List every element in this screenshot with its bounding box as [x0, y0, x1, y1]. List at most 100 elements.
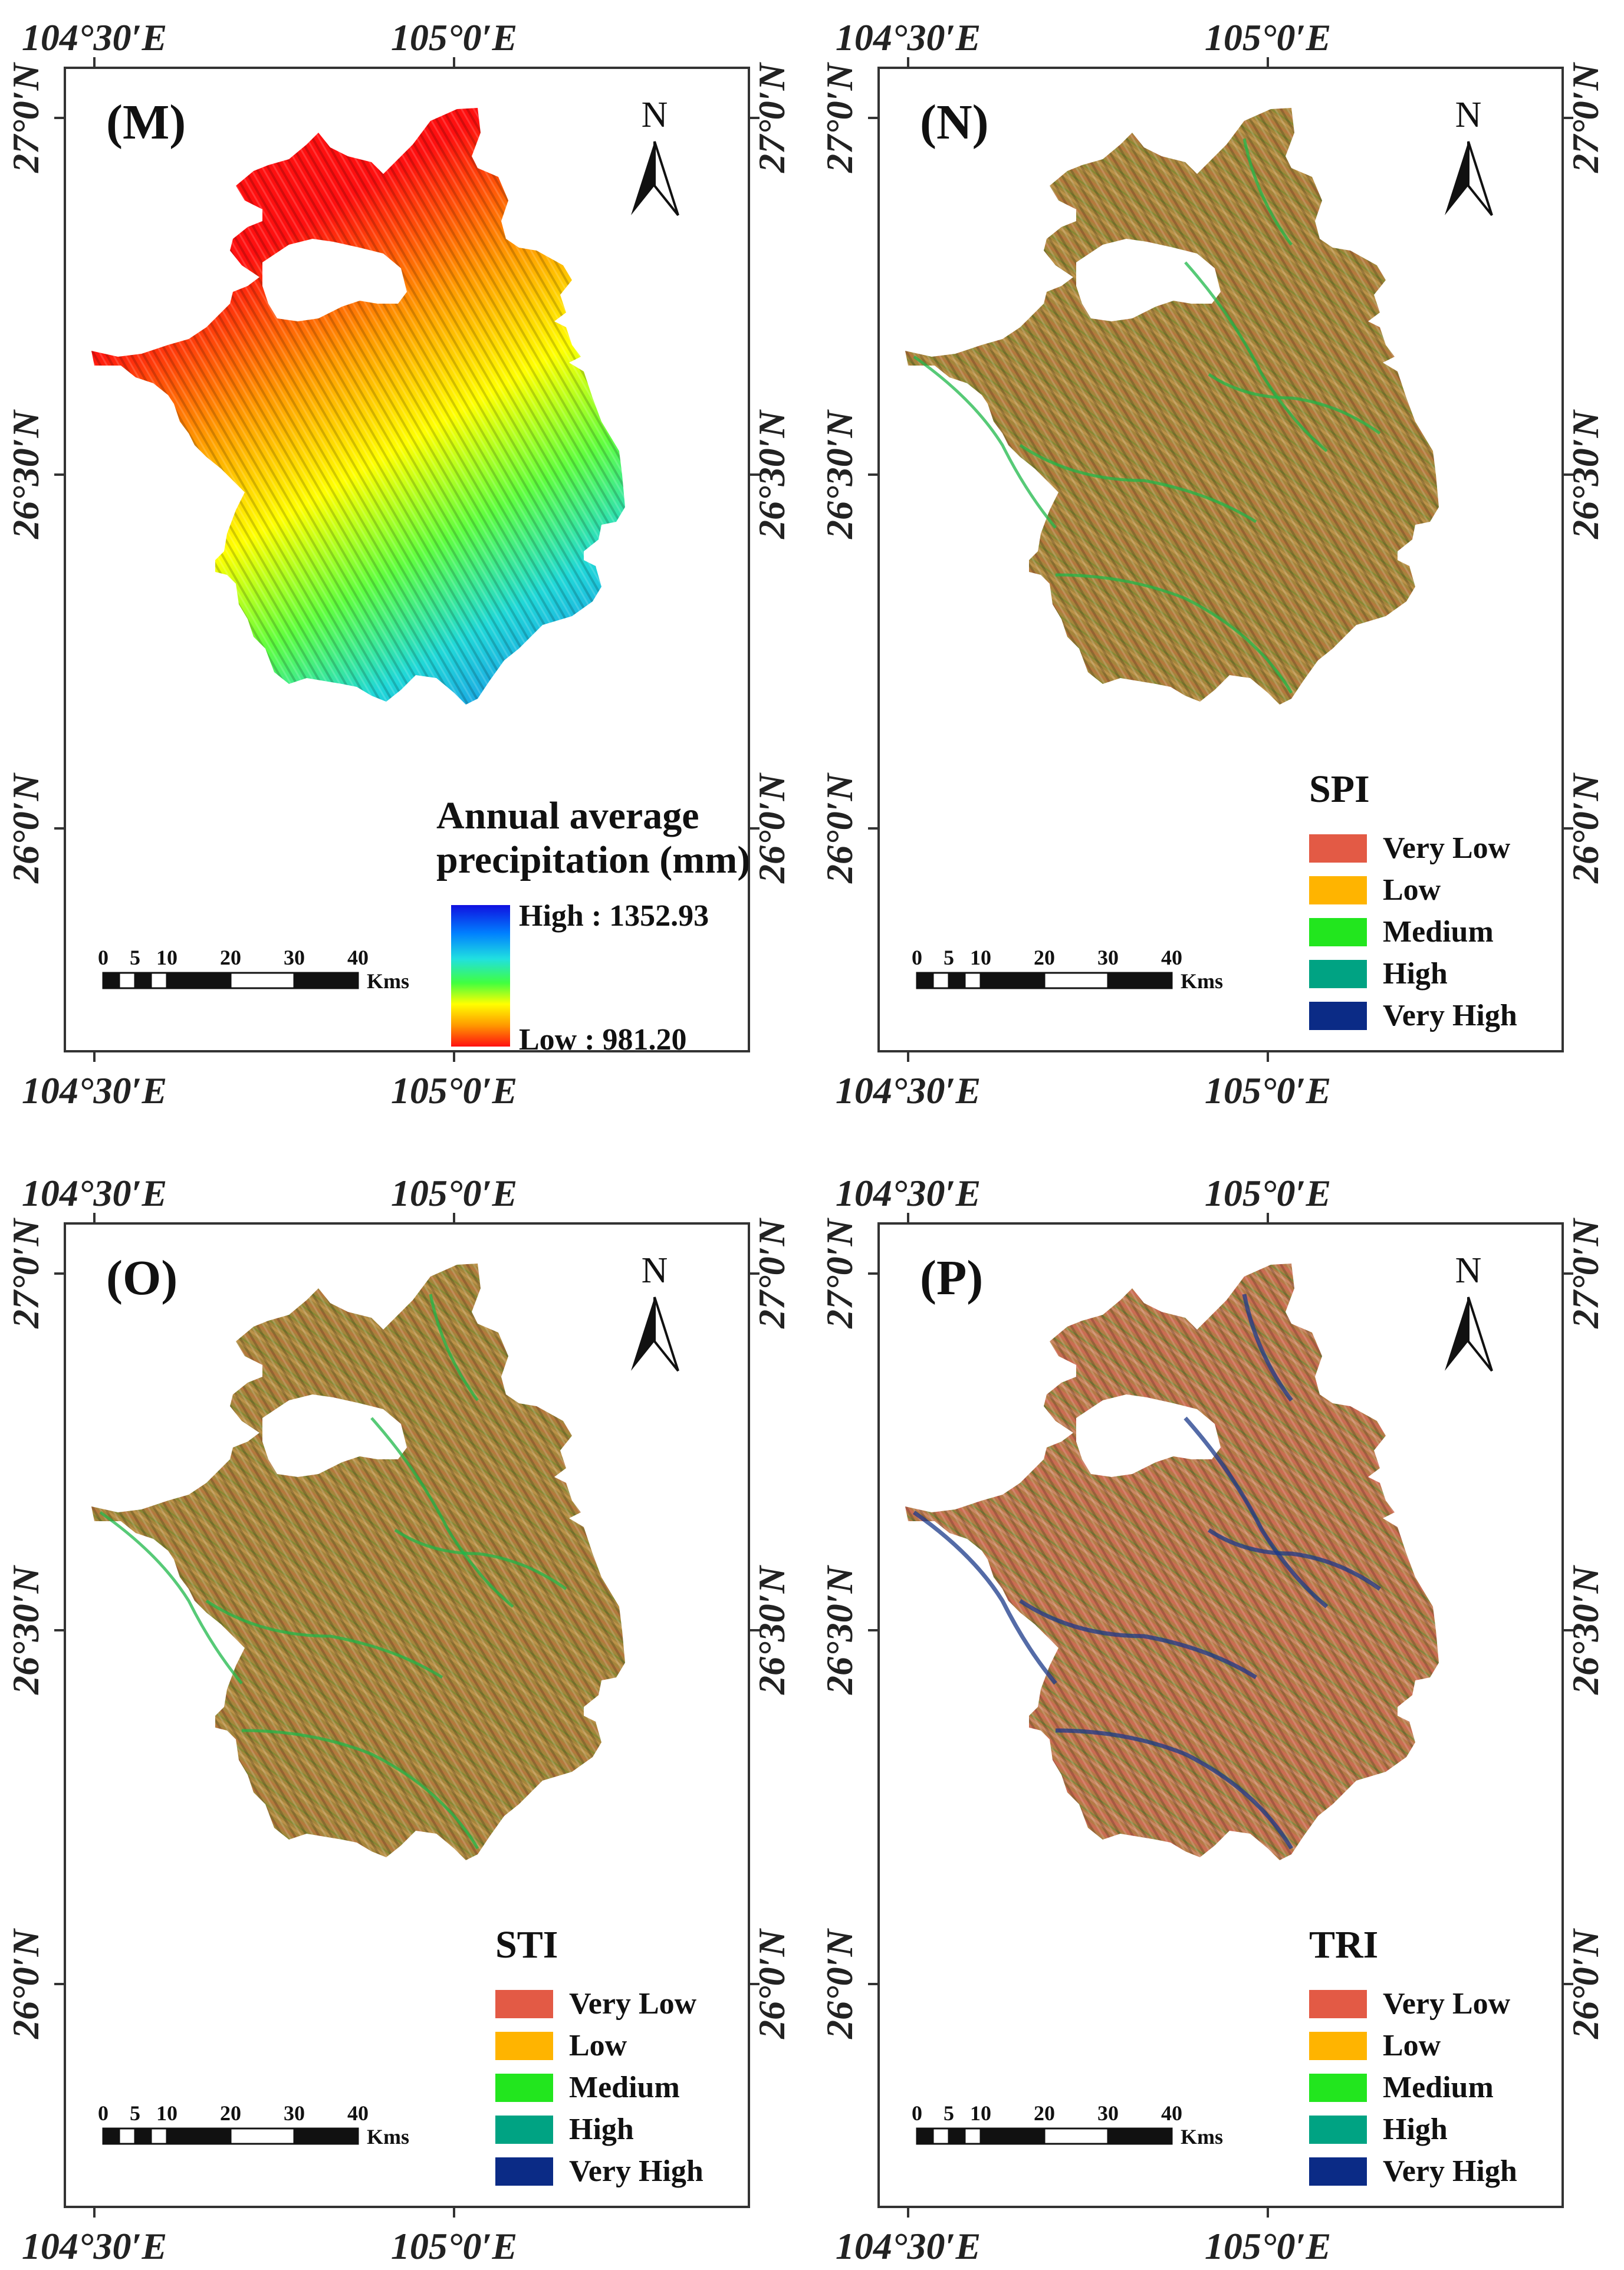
scale-segment	[102, 972, 120, 989]
lat-label-right: 27°0′N	[1564, 61, 1606, 173]
scale-segment	[118, 972, 136, 989]
study-area	[91, 1264, 625, 1860]
north-arrow-left	[1445, 1297, 1468, 1371]
lon-label-bottom: 104°30′E	[836, 1070, 981, 1111]
lon-label-top: 105°0′E	[391, 1172, 517, 1214]
lat-label-right: 26°30′N	[751, 1564, 793, 1695]
lon-label-top: 104°30′E	[22, 1172, 167, 1214]
scale-tick-label: 40	[1161, 946, 1182, 969]
lat-label-right: 26°0′N	[751, 772, 793, 884]
legend-class-label: Very High	[1383, 999, 1517, 1032]
legend-title-line1: Annual average	[436, 794, 699, 837]
drainage-line	[1019, 443, 1257, 524]
north-arrow-right	[653, 1297, 679, 1372]
scale-tick-label: 0	[98, 2101, 109, 2125]
drainage-line	[370, 1417, 514, 1608]
scale-segment	[916, 972, 934, 989]
scale-segment	[134, 2127, 152, 2145]
lon-label-top: 104°30′E	[836, 17, 981, 58]
legend-class-label: Very High	[1383, 2154, 1517, 2188]
legend-swatch	[495, 2157, 553, 2186]
scale-segment	[979, 972, 1046, 989]
legend-title: SPI	[1309, 768, 1370, 811]
map-panel-n: 104°30′E 104°30′E 105°0′E 105°0′E 27°0′N 27°0…	[818, 17, 1606, 1111]
lon-label-bottom: 104°30′E	[836, 2225, 981, 2267]
panel-label: (M)	[106, 95, 186, 150]
lat-label-left: 26°30′N	[5, 1564, 47, 1695]
north-arrow-icon: N	[631, 1251, 679, 1372]
scale-tick-label: 40	[347, 2101, 369, 2125]
scale-segment	[916, 2127, 934, 2145]
scale-tick-label: 5	[130, 946, 140, 969]
legend-swatch	[495, 2032, 553, 2060]
scale-unit: Kms	[367, 2125, 409, 2149]
lat-label-right: 26°30′N	[751, 409, 793, 539]
lat-label-left: 26°30′N	[818, 1564, 860, 1695]
legend-swatch	[1309, 2157, 1367, 2186]
north-letter: N	[1455, 1251, 1482, 1291]
excluded-area	[1076, 1394, 1221, 1477]
scale-segment	[293, 972, 359, 989]
lat-label-left: 26°0′N	[5, 772, 47, 884]
lat-label-right: 27°0′N	[751, 61, 793, 173]
study-area	[91, 108, 625, 705]
lat-label-left: 27°0′N	[5, 61, 47, 173]
north-arrow-left	[631, 1297, 655, 1371]
scale-segment	[948, 972, 966, 989]
lat-label-left: 27°0′N	[818, 1217, 860, 1329]
study-area	[905, 108, 1439, 705]
drainage-line	[241, 1729, 479, 1850]
drainage-line	[394, 1528, 567, 1591]
hillshade-overlay	[905, 108, 1439, 705]
lat-label-left: 26°0′N	[818, 1927, 860, 2039]
north-arrow-right	[653, 141, 679, 216]
legend-swatch	[495, 2116, 553, 2144]
lon-label-top: 105°0′E	[1205, 1172, 1331, 1214]
legend-class-label: Medium	[569, 2071, 680, 2104]
scale-tick-label: 30	[1097, 946, 1119, 969]
scale-tick-label: 5	[944, 2101, 954, 2125]
scale-segment	[1107, 972, 1173, 989]
hillshade-overlay	[91, 1264, 625, 1860]
scale-tick-label: 10	[156, 946, 177, 969]
lon-label-bottom: 105°0′E	[391, 2225, 517, 2267]
scale-segment	[150, 972, 168, 989]
scale-segment	[229, 972, 295, 989]
legend-swatch	[1309, 2074, 1367, 2102]
scale-tick-label: 10	[970, 2101, 991, 2125]
north-arrow-icon: N	[1445, 95, 1493, 216]
legend-class-label: Low	[1383, 873, 1441, 907]
drainage-line	[1055, 573, 1293, 694]
lat-label-right: 26°0′N	[1564, 772, 1606, 884]
scale-unit: Kms	[1181, 2125, 1223, 2149]
drainage-line	[1184, 1416, 1329, 1608]
scale-segment	[979, 2127, 1046, 2145]
lon-label-bottom: 105°0′E	[1205, 1070, 1331, 1111]
lon-label-bottom: 105°0′E	[1205, 2225, 1331, 2267]
scale-tick-label: 40	[347, 946, 369, 969]
drainage-line	[1242, 1294, 1293, 1402]
legend-title-line2: precipitation (mm)	[436, 838, 750, 881]
map-frame	[877, 1222, 1564, 2208]
scale-segment	[1107, 2127, 1173, 2145]
hillshade-overlay	[91, 108, 625, 705]
lat-label-left: 26°0′N	[5, 1927, 47, 2039]
lat-label-left: 27°0′N	[5, 1217, 47, 1329]
scale-segment	[293, 2127, 359, 2145]
map-frame	[64, 67, 750, 1052]
scale-segment	[102, 2127, 120, 2145]
legend-class-label: Low	[1383, 2029, 1441, 2062]
map-panel-p: 104°30′E 104°30′E 105°0′E 105°0′E 27°0′N 27°0…	[818, 1172, 1606, 2267]
lon-label-bottom: 105°0′E	[391, 1070, 517, 1111]
drainage-line	[205, 1599, 443, 1679]
lat-label-right: 27°0′N	[751, 1217, 793, 1329]
scale-segment	[118, 2127, 136, 2145]
scale-tick-label: 20	[220, 2101, 241, 2125]
legend-high-label: High : 1352.93	[519, 899, 709, 933]
lat-label-right: 26°30′N	[1564, 409, 1606, 539]
scale-segment	[932, 972, 950, 989]
